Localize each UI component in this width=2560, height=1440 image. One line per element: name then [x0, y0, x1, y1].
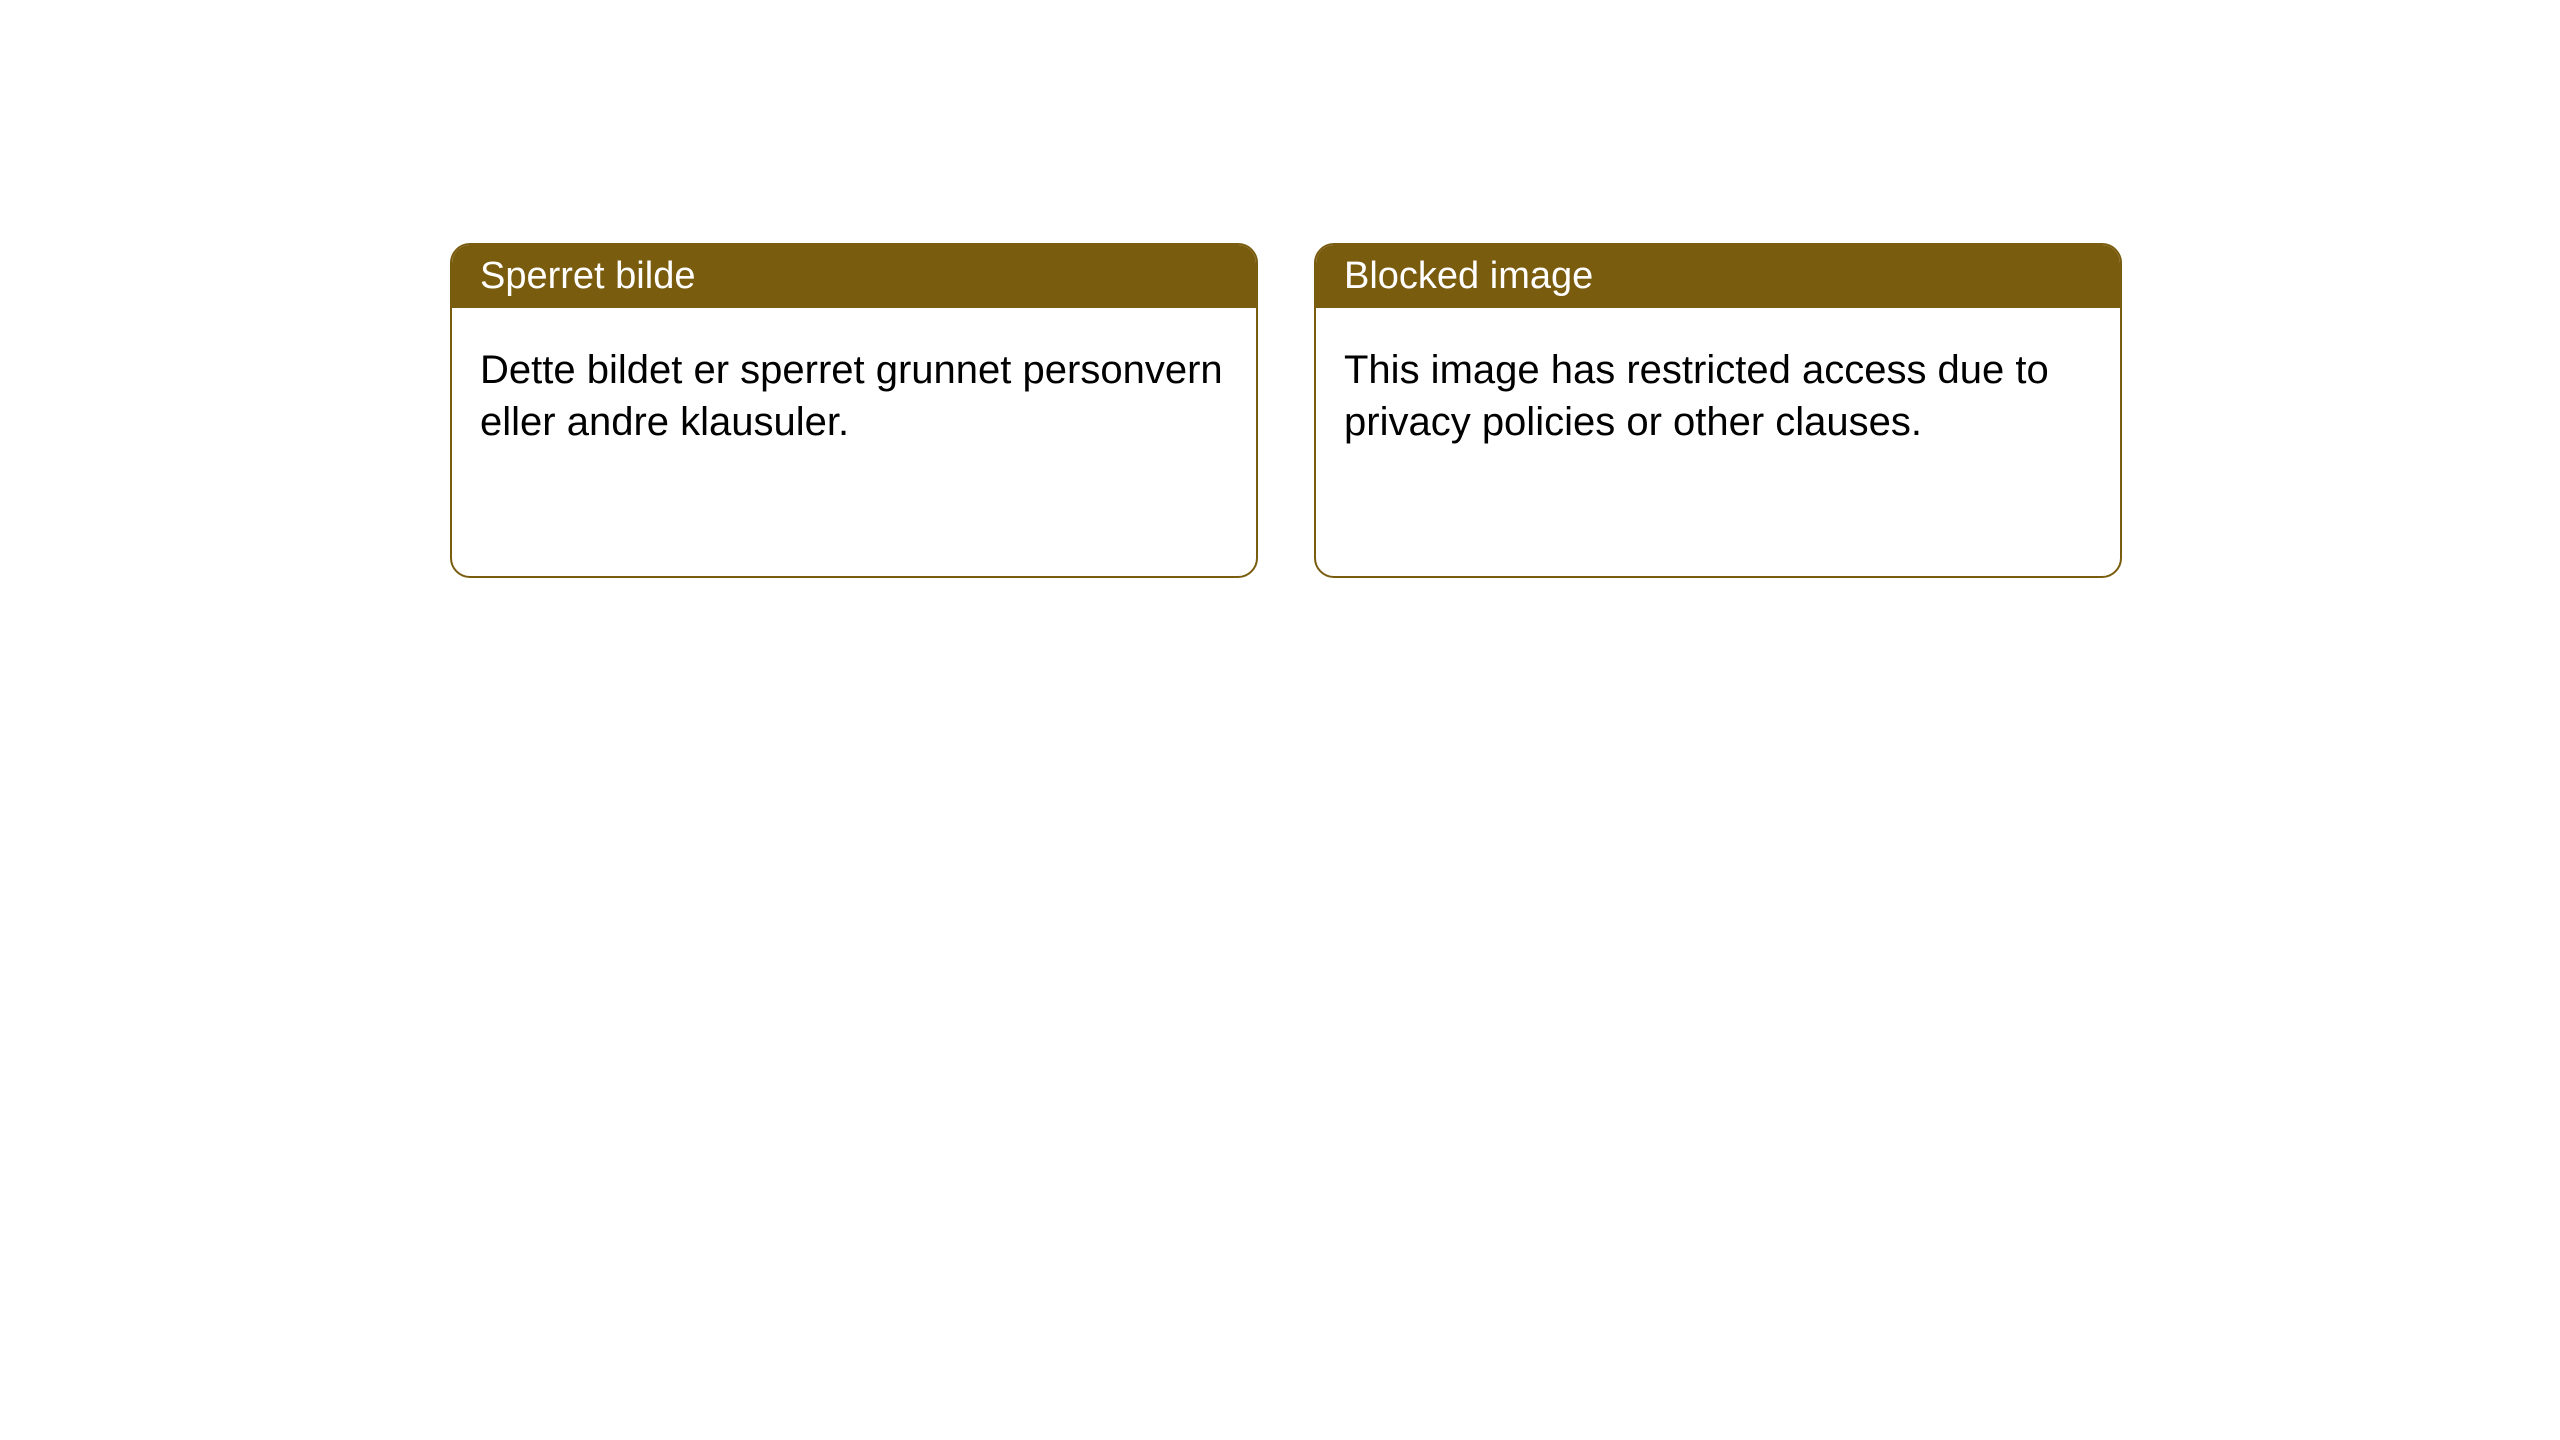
card-body-no: Dette bildet er sperret grunnet personve… [452, 308, 1256, 484]
card-body-en: This image has restricted access due to … [1316, 308, 2120, 484]
notice-container: Sperret bilde Dette bildet er sperret gr… [0, 0, 2560, 578]
card-title-no: Sperret bilde [452, 245, 1256, 308]
card-title-en: Blocked image [1316, 245, 2120, 308]
blocked-image-card-no: Sperret bilde Dette bildet er sperret gr… [450, 243, 1258, 578]
blocked-image-card-en: Blocked image This image has restricted … [1314, 243, 2122, 578]
